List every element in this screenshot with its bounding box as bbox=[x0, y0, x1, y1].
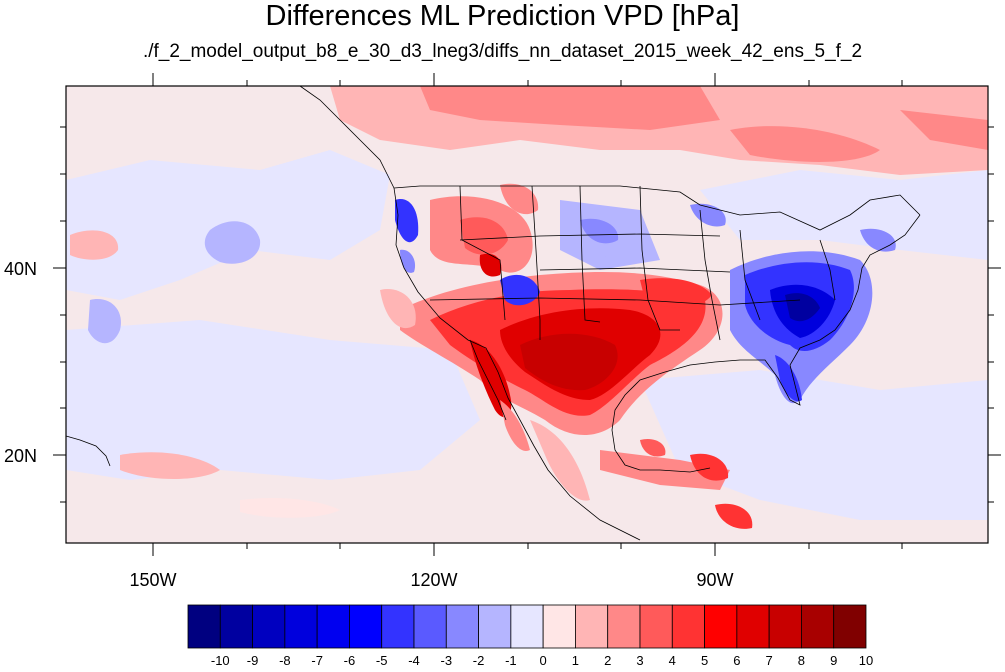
lat-label-40n: 40N bbox=[4, 259, 38, 279]
colorbar-tick-label: 9 bbox=[830, 653, 838, 668]
colorbar-box bbox=[575, 604, 609, 649]
colorbar-box bbox=[542, 604, 576, 649]
colorbar-box bbox=[478, 604, 512, 649]
colorbar-tick-label: -10 bbox=[210, 653, 230, 668]
colorbar-tick-label: 0 bbox=[539, 653, 547, 668]
colorbar-tick-label: -9 bbox=[246, 653, 259, 668]
colorbar-tick-label: -4 bbox=[408, 653, 420, 668]
colorbar-box bbox=[252, 604, 286, 649]
colorbar-tick-label: 4 bbox=[668, 653, 676, 668]
colorbar-box bbox=[801, 604, 835, 649]
colorbar-box bbox=[187, 604, 221, 649]
colorbar-box bbox=[316, 604, 350, 649]
lon-label-150w: 150W bbox=[129, 570, 177, 590]
colorbar-tick-label: 5 bbox=[700, 653, 709, 668]
colorbar-tick-label: -3 bbox=[440, 653, 453, 668]
colorbar-box bbox=[671, 604, 705, 649]
contour-field bbox=[66, 86, 988, 543]
lon-label-120w: 120W bbox=[410, 570, 458, 590]
colorbar-box bbox=[413, 604, 447, 649]
colorbar-box bbox=[349, 604, 383, 649]
colorbar-tick-label: 8 bbox=[797, 653, 806, 668]
lat-label-20n: 20N bbox=[4, 446, 38, 466]
colorbar-tick-label: -8 bbox=[279, 653, 291, 668]
coastlines bbox=[65, 85, 921, 541]
chart-title: Differences ML Prediction VPD [hPa] bbox=[265, 0, 740, 32]
lon-label-90w: 90W bbox=[696, 570, 734, 590]
colorbar-tick-label: 3 bbox=[636, 653, 644, 668]
colorbar-box bbox=[607, 604, 641, 649]
colorbar-tick-label: 6 bbox=[733, 653, 741, 668]
colorbar-box bbox=[510, 604, 544, 649]
colorbar-tick-label: 2 bbox=[604, 653, 612, 668]
colorbar-box bbox=[704, 604, 738, 649]
colorbar-tick-label: -1 bbox=[505, 653, 517, 668]
colorbar-box bbox=[639, 604, 673, 649]
colorbar-box bbox=[445, 604, 479, 649]
colorbar-tick-label: -6 bbox=[343, 653, 356, 668]
colorbar-box bbox=[381, 604, 415, 649]
colorbar-tick-label: 10 bbox=[858, 653, 874, 668]
colorbar-box bbox=[284, 604, 318, 649]
colorbar-tick-label: -2 bbox=[472, 653, 485, 668]
colorbar-tick-label: -5 bbox=[375, 653, 388, 668]
colorbar-box bbox=[768, 604, 802, 649]
chart-subtitle: ./f_2_model_output_b8_e_30_d3_lneg3/diff… bbox=[142, 41, 863, 62]
colorbar-tick-label: 1 bbox=[571, 653, 580, 668]
colorbar-box bbox=[219, 604, 253, 649]
colorbar-box bbox=[833, 604, 867, 649]
colorbar-box bbox=[736, 604, 770, 649]
axis-ticks bbox=[53, 73, 1001, 556]
colorbar-tick-label: 7 bbox=[765, 653, 773, 668]
colorbar-tick-label: -7 bbox=[311, 653, 323, 668]
